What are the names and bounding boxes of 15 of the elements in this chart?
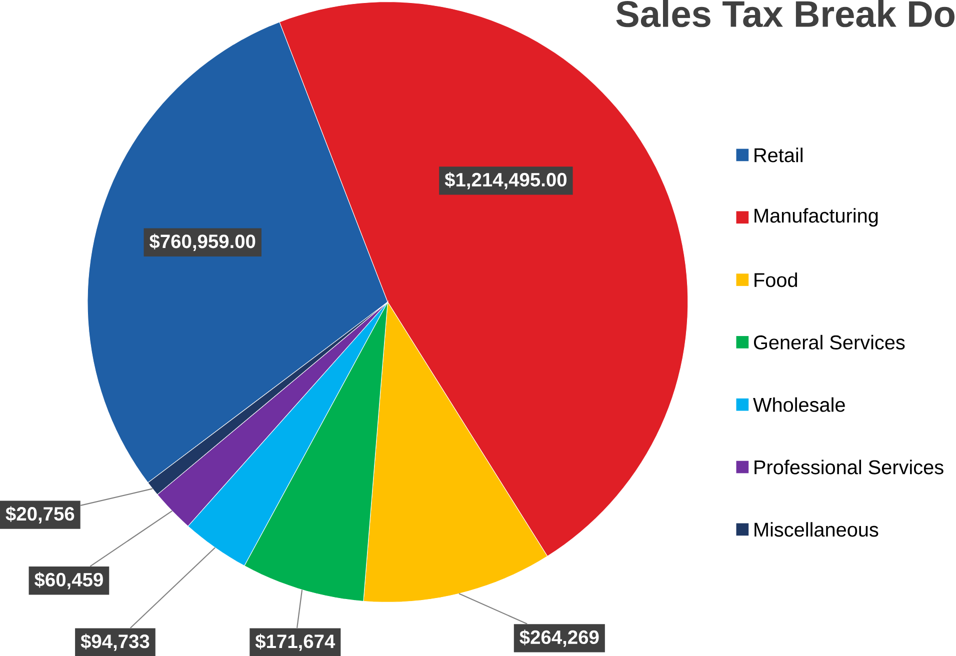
chart-title: Sales Tax Break Do [616, 0, 955, 27]
legend-label: Professional Services [754, 460, 944, 474]
data-label: $264,269 [520, 629, 599, 647]
data-label: $1,214,495.00 [444, 172, 567, 190]
data-label: $94,733 [80, 634, 150, 651]
legend-label: General Services [754, 334, 905, 350]
data-label: $20,756 [6, 506, 74, 524]
legend-label: Food [754, 272, 798, 287]
data-label: $60,459 [34, 572, 103, 590]
legend-label: Wholesale [753, 397, 845, 412]
data-label: $171,674 [255, 634, 336, 651]
data-label: $760,959.00 [150, 234, 256, 251]
legend-label: Manufacturing [754, 208, 878, 226]
legend-label: Retail [754, 147, 802, 162]
legend-label: Miscellaneous [754, 522, 878, 537]
